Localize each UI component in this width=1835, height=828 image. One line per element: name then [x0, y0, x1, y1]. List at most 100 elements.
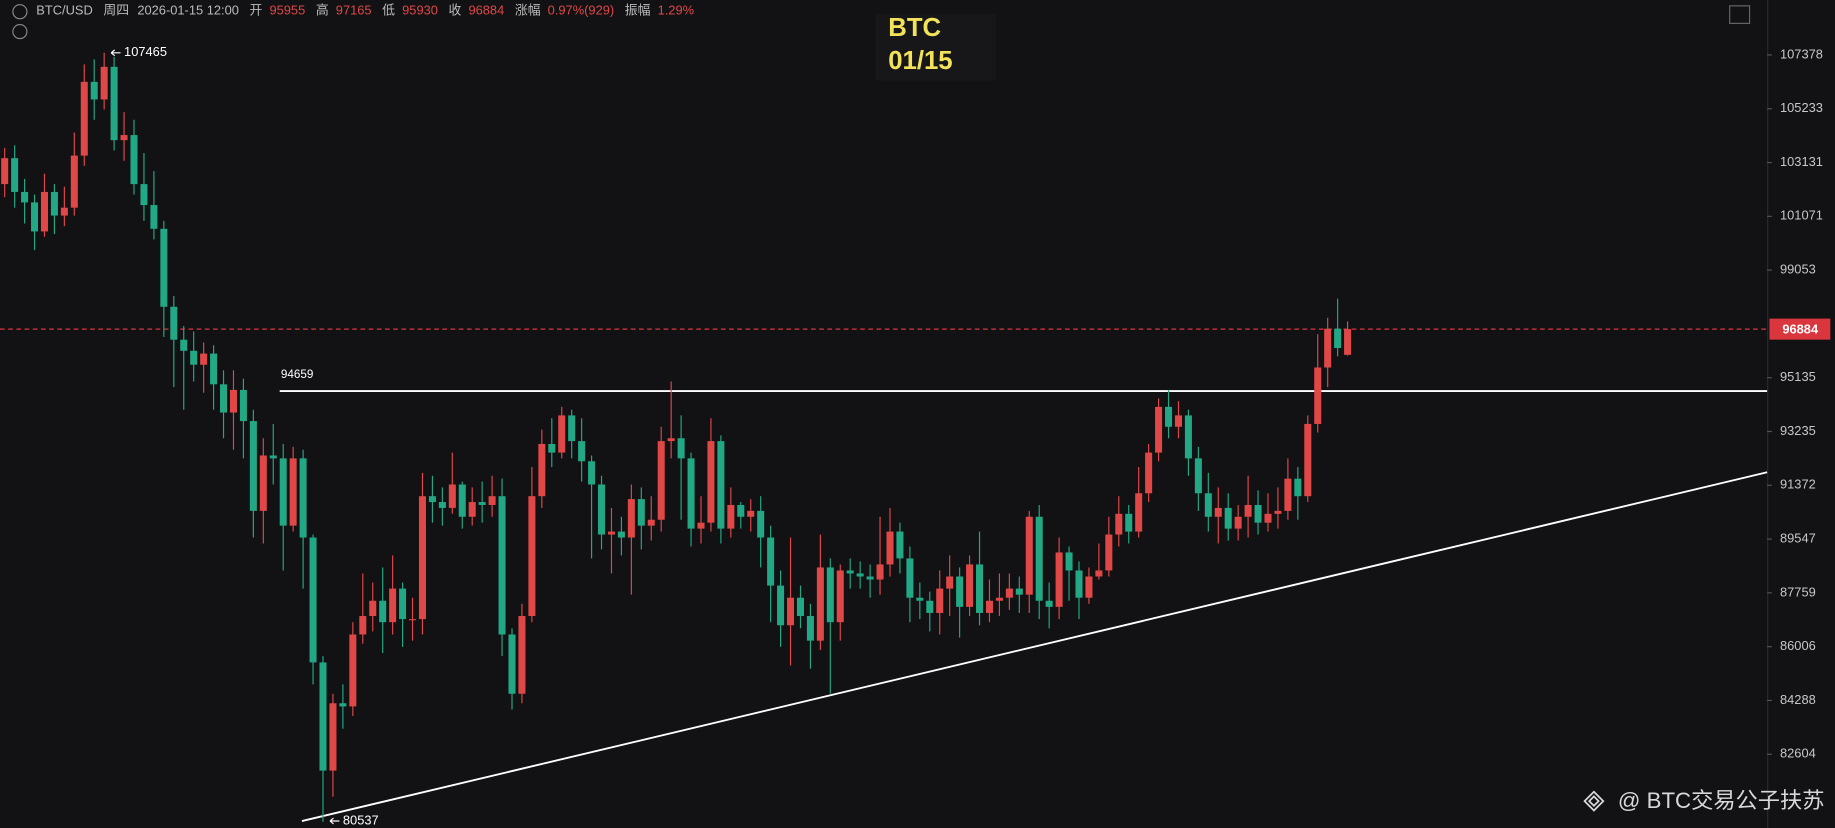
candle-body: [946, 576, 954, 589]
candle-body: [816, 567, 824, 641]
candle-body: [299, 458, 307, 538]
candle-body: [1065, 552, 1073, 571]
low-label: 低: [382, 3, 395, 18]
candle-body: [637, 499, 645, 526]
candle-body: [1075, 570, 1083, 598]
change-label: 涨幅: [515, 3, 541, 18]
candle-body: [21, 191, 29, 203]
candle-body: [1324, 328, 1332, 368]
candle-body: [617, 531, 625, 538]
close-value: 96884: [468, 3, 504, 18]
candle-body: [687, 458, 695, 529]
resistance-label: 94659: [281, 368, 314, 381]
candle-body: [1095, 570, 1103, 577]
candle-body: [627, 499, 635, 538]
trendline: [301, 471, 1768, 822]
candle-body: [1284, 478, 1292, 511]
candle-body: [717, 441, 725, 529]
candle-body: [956, 576, 964, 607]
candle-body: [1304, 423, 1312, 497]
low-marker: 80537: [343, 812, 379, 827]
candle-body: [737, 504, 745, 517]
candle-body: [995, 597, 1003, 601]
candle-body: [1174, 415, 1182, 427]
candle-body: [1035, 516, 1043, 601]
collapse-icon[interactable]: [12, 4, 28, 20]
candle-body: [140, 184, 148, 206]
candle-body: [269, 455, 277, 459]
candle-body: [777, 585, 785, 626]
candle-body: [966, 564, 974, 607]
expand-icon[interactable]: [12, 23, 28, 40]
candle-body: [1045, 600, 1053, 607]
last-price-label: 96884: [1782, 322, 1819, 337]
candle-body: [70, 155, 78, 208]
candle-body: [1204, 493, 1212, 517]
candle-body: [60, 207, 68, 216]
candle-body: [239, 389, 247, 422]
candle-body: [1115, 513, 1123, 535]
plot: 82604 84288 86006 87759 89547 91372 93235 95135…: [0, 44, 1831, 827]
candle-body: [478, 502, 486, 505]
candle-body: [707, 441, 715, 523]
candle-body: [468, 502, 476, 517]
candle-body: [1224, 507, 1232, 529]
candle-body: [309, 537, 317, 663]
watermark-logo: [1583, 790, 1605, 812]
candle-body: [757, 510, 765, 538]
candle-body: [120, 135, 128, 141]
y-tick-label: 105233: [1780, 100, 1823, 115]
candle-body: [409, 619, 417, 621]
candle-body: [50, 191, 58, 216]
candle-body: [1, 158, 9, 185]
y-tick-label: 107378: [1780, 46, 1823, 61]
y-tick-label: 82604: [1780, 746, 1816, 761]
candle-body: [1055, 552, 1063, 607]
candle-body: [180, 339, 188, 351]
candle-body: [359, 616, 367, 635]
candle-body: [538, 443, 546, 497]
candle-body: [399, 588, 407, 620]
change-value: 0.97%(929): [548, 3, 615, 18]
high-marker: 107465: [124, 44, 167, 59]
candle-body: [747, 510, 755, 517]
candle-body: [1105, 534, 1113, 571]
y-tick-label: 87759: [1780, 584, 1816, 599]
y-tick-label: 101071: [1780, 208, 1823, 223]
candle-body: [279, 458, 287, 526]
candle-body: [1184, 415, 1192, 459]
candle-body: [896, 531, 904, 559]
candle-body: [1264, 513, 1272, 523]
candle-body: [220, 384, 228, 413]
y-tick-label: 93235: [1780, 423, 1816, 438]
candle-body: [90, 81, 98, 100]
candle-body: [31, 202, 39, 232]
low-arrow: [329, 817, 340, 825]
candle-body: [985, 600, 993, 613]
candle-body: [210, 353, 218, 385]
y-tick-label: 86006: [1780, 638, 1816, 653]
candle-body: [787, 597, 795, 626]
last-price-box: [1769, 318, 1831, 340]
candle-body: [259, 455, 267, 511]
candle-body: [448, 484, 456, 508]
layout-icon[interactable]: [1729, 5, 1751, 24]
candle-body: [667, 438, 675, 442]
symbol: BTC/USD: [36, 3, 92, 18]
y-tick-label: 91372: [1780, 477, 1816, 492]
candle-body: [100, 66, 108, 100]
candle-body: [130, 135, 138, 185]
candle-body: [936, 588, 944, 613]
candle-body: [856, 573, 864, 577]
candle-body: [1314, 367, 1322, 424]
candle-body: [508, 634, 516, 694]
candle-body: [677, 438, 685, 459]
candle-body: [578, 441, 586, 462]
amplitude-label: 振幅: [625, 3, 651, 18]
candle-body: [1165, 406, 1173, 427]
candle-body: [229, 389, 237, 413]
candle-body: [249, 421, 257, 511]
candle-body: [150, 205, 158, 229]
candle-body: [846, 570, 854, 574]
